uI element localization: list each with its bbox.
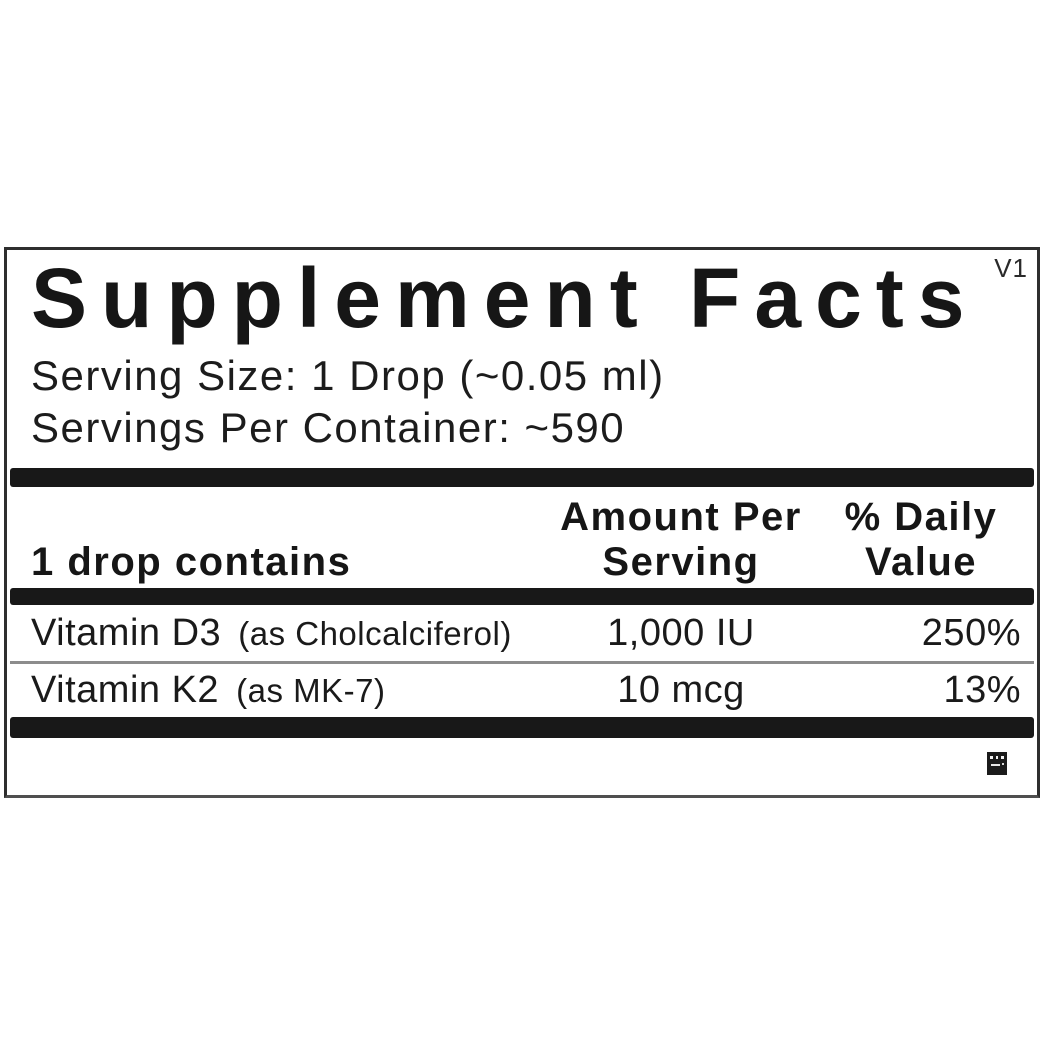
supplement-facts-panel: Supplement Facts V1 Serving Size: 1 Drop… <box>4 247 1040 798</box>
column-header-amount-line1: Amount Per <box>560 494 802 539</box>
table-row: Vitamin K2 (as MK-7) 10 mcg 13% <box>31 664 1021 717</box>
version-superscript: V1 <box>994 253 1028 283</box>
thick-rule-header <box>10 588 1034 606</box>
ingredient-name-cell: Vitamin K2 (as MK-7) <box>31 669 541 712</box>
thick-rule-top <box>10 467 1034 487</box>
ingredient-daily-value: 250% <box>921 611 1021 654</box>
table-header-row: 1 drop contains Amount Per Serving % Dai… <box>31 495 1021 585</box>
ingredient-amount: 10 mcg <box>617 669 745 712</box>
title-wrap: Supplement Facts <box>31 254 1021 342</box>
ingredient-amount: 1,000 IU <box>607 611 755 654</box>
thick-rule-bottom <box>10 717 1034 739</box>
ingredient-name: Vitamin D3 <box>31 611 222 654</box>
ingredient-detail: (as Cholcalciferol) <box>238 614 512 652</box>
column-header-dv-line1: % Daily <box>844 494 998 539</box>
row-divider <box>10 661 1034 665</box>
serving-size-line: Serving Size: 1 Drop (~0.05 ml) <box>31 352 665 400</box>
column-header-amount: Amount Per Serving <box>541 495 821 585</box>
column-header-amount-line2: Serving <box>602 539 760 584</box>
ingredient-name: Vitamin K2 <box>31 669 220 712</box>
column-header-daily-value: % Daily Value <box>821 495 1021 585</box>
servings-per-container-line: Servings Per Container: ~590 <box>31 404 626 452</box>
ingredient-daily-value: 13% <box>943 669 1021 712</box>
supplement-facts-title: Supplement Facts <box>31 251 979 345</box>
column-header-contains: 1 drop contains <box>31 539 352 584</box>
print-mark-icon <box>987 752 1007 775</box>
ingredient-name-cell: Vitamin D3 (as Cholcalciferol) <box>31 612 541 655</box>
column-header-dv-line2: Value <box>864 539 977 584</box>
table-row: Vitamin D3 (as Cholcalciferol) 1,000 IU … <box>31 605 1021 661</box>
ingredient-detail: (as MK-7) <box>236 672 386 710</box>
